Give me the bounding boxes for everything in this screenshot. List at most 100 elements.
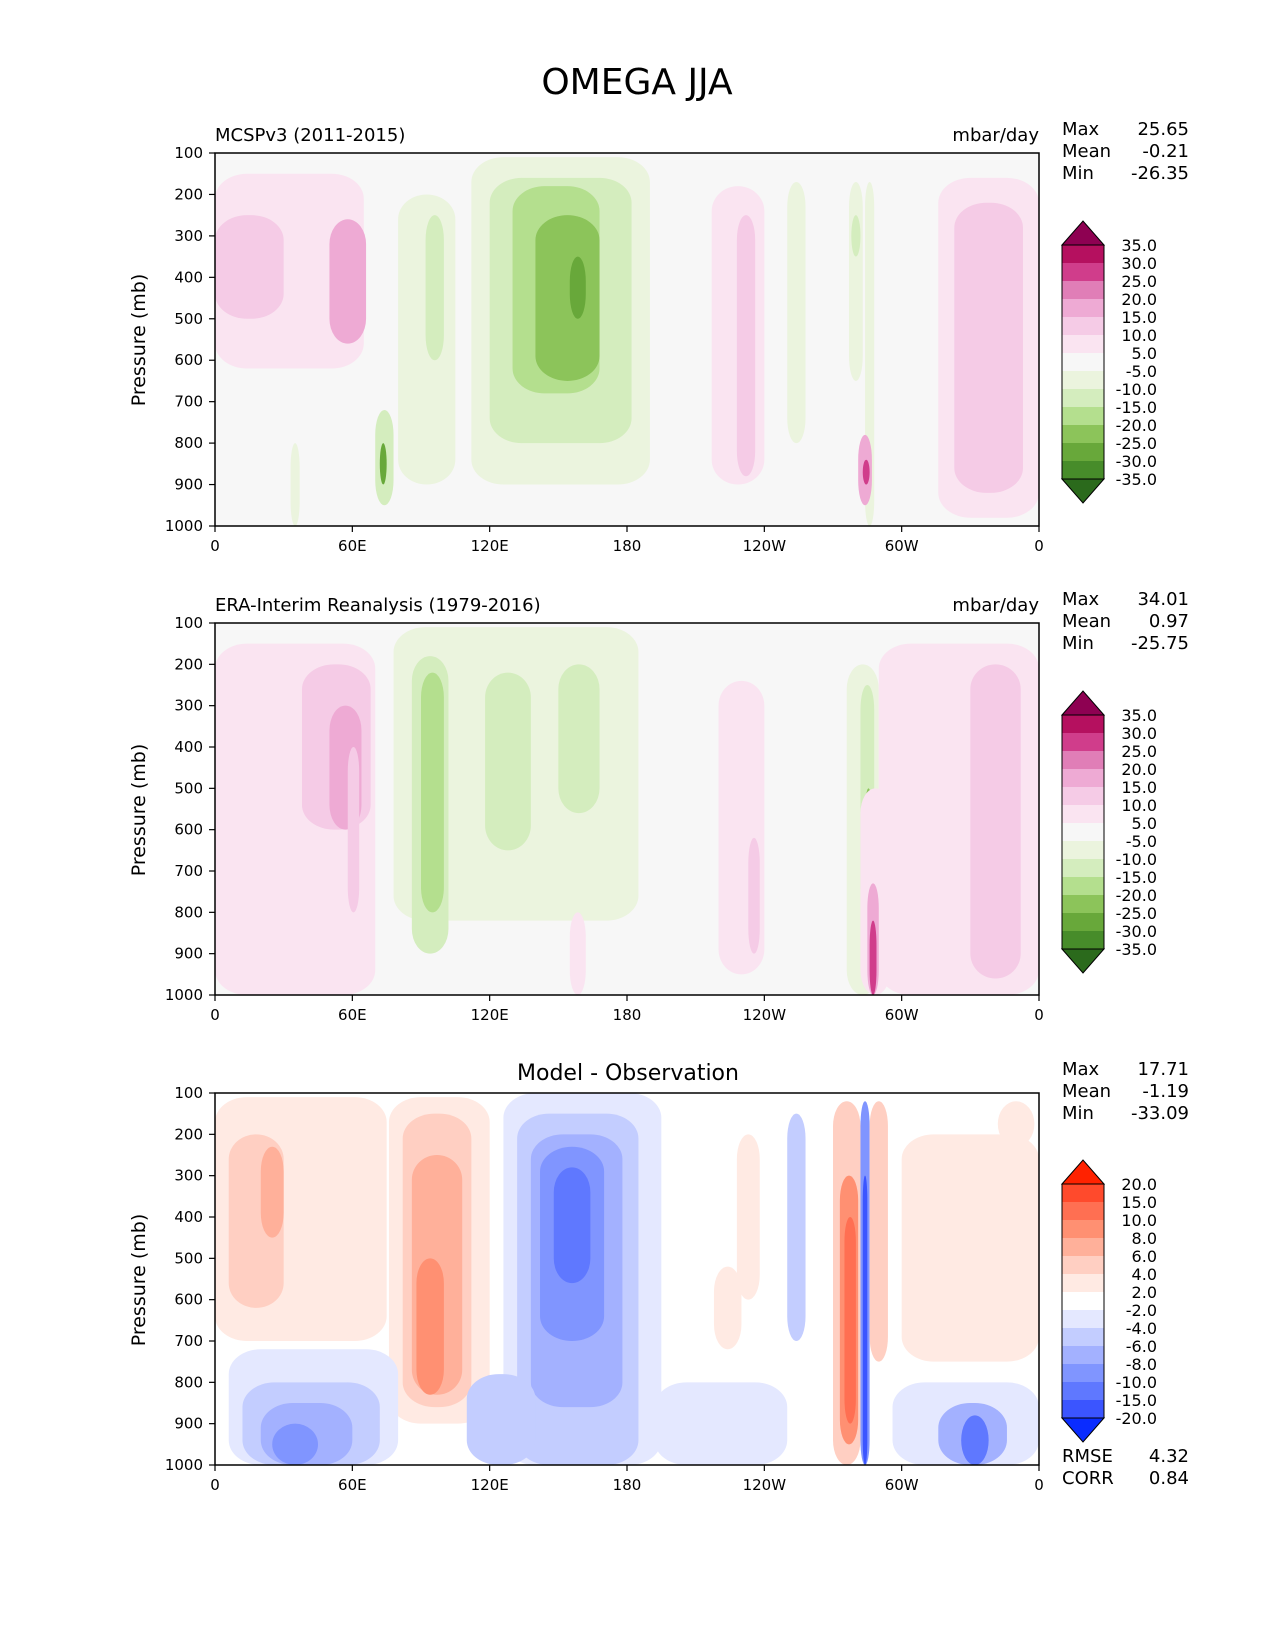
colorbar-label: -35.0: [1116, 470, 1157, 489]
y-tick-label: 900: [174, 945, 203, 963]
colorbar-swatch: [1062, 1256, 1104, 1274]
stat-max-label: Max: [1062, 1059, 1100, 1080]
colorbar-swatch: [1062, 407, 1104, 425]
y-tick-label: 600: [174, 1291, 203, 1309]
contour-region: [379, 443, 387, 485]
contour-region: [569, 256, 586, 319]
colorbar-label: 30.0: [1121, 724, 1157, 743]
y-tick-label: 500: [174, 779, 203, 797]
y-tick-label: 400: [174, 1208, 203, 1226]
x-tick-label: 180: [613, 1006, 642, 1024]
contour-region: [849, 182, 863, 381]
stat-min-value: -25.75: [1131, 633, 1189, 654]
axes: 0 60E 120E 180 120W 60W 0 100 200 300 400 500 600 700…: [165, 1084, 1044, 1494]
colorbar-label: -20.0: [1116, 886, 1157, 905]
colorbar-label: -15.0: [1116, 1391, 1157, 1410]
stat-min-label: Min: [1062, 1103, 1094, 1124]
y-tick-label: 300: [174, 227, 203, 245]
colorbar-label: 6.0: [1132, 1247, 1157, 1266]
y-tick-label: 800: [174, 1373, 203, 1391]
panel-difference: Model - Observation Pressure (mb) 0 60E 12…: [128, 1059, 1189, 1494]
x-tick-label: 60W: [885, 1006, 919, 1024]
colorbar-swatch: [1062, 715, 1104, 733]
contour-region: [970, 664, 1021, 979]
colorbar-extend-max: [1060, 220, 1106, 246]
contour-region: [713, 1266, 742, 1350]
x-tick-label: 60W: [885, 1476, 919, 1494]
colorbar-label: 20.0: [1121, 1175, 1157, 1194]
colorbar-swatch: [1062, 787, 1104, 805]
stat-min-label: Min: [1062, 633, 1094, 654]
stat-corr-label: CORR: [1062, 1468, 1114, 1489]
contour-region: [862, 459, 870, 485]
y-tick-label: 700: [174, 1332, 203, 1350]
y-axis-label: Pressure (mb): [128, 744, 150, 877]
colorbar-label: -20.0: [1116, 416, 1157, 435]
colorbar-swatch: [1062, 461, 1104, 479]
y-tick-label: 700: [174, 862, 203, 880]
colorbar-swatch: [1062, 1238, 1104, 1256]
colorbar-label: 15.0: [1121, 778, 1157, 797]
colorbar-label: -25.0: [1116, 434, 1157, 453]
colorbar-label: -30.0: [1116, 452, 1157, 471]
colorbar-label: -35.0: [1116, 940, 1157, 959]
colorbar-swatch: [1062, 245, 1104, 263]
colorbar-swatch: [1062, 425, 1104, 443]
y-tick-label: 300: [174, 1167, 203, 1185]
x-tick-label: 0: [210, 1006, 220, 1024]
colorbar-swatch: [1062, 823, 1104, 841]
colorbar-swatch: [1062, 1202, 1104, 1220]
colorbar-swatch: [1062, 769, 1104, 787]
contour-region: [869, 1101, 888, 1362]
x-tick-label: 120E: [471, 537, 509, 555]
colorbar-swatch: [1062, 877, 1104, 895]
colorbar-label: 5.0: [1132, 814, 1157, 833]
panel-units: mbar/day: [952, 125, 1039, 146]
stat-mean-label: Mean: [1062, 1081, 1111, 1102]
colorbar: 35.030.025.020.015.010.05.0-5.0-10.0-15.…: [1060, 690, 1157, 974]
colorbar-frame: [1061, 714, 1105, 950]
colorbar-swatch: [1062, 317, 1104, 335]
colorbar-swatch: [1062, 913, 1104, 931]
colorbar-label: 4.0: [1132, 1265, 1157, 1284]
contour-region: [851, 215, 861, 257]
colorbar-swatch: [1062, 1346, 1104, 1364]
contour-region: [901, 1134, 1039, 1362]
stats-box: Max 25.65 Mean -0.21 Min -26.35: [1062, 119, 1189, 184]
colorbar-swatch: [1062, 299, 1104, 317]
stat-corr-value: 0.84: [1149, 1468, 1189, 1489]
panel-model: MCSPv3 (2011-2015) mbar/day Pressure (mb…: [128, 119, 1189, 555]
contour-region: [329, 219, 367, 344]
colorbar-swatch: [1062, 1328, 1104, 1346]
colorbar-label: 35.0: [1121, 706, 1157, 725]
colorbar-extend-max: [1060, 1159, 1106, 1185]
stats-box: Max 17.71 Mean -1.19 Min -33.09 RMSE 4.3…: [1062, 1059, 1189, 1489]
y-tick-label: 900: [174, 476, 203, 494]
contour-region: [535, 215, 600, 381]
x-tick-label: 60E: [338, 537, 367, 555]
colorbar: 20.015.010.08.06.04.02.0-2.0-4.0-6.0-8.0…: [1060, 1159, 1157, 1443]
y-tick-label: 600: [174, 351, 203, 369]
plot-area: [215, 153, 1039, 526]
contour-region: [654, 1382, 788, 1465]
contour-region: [558, 664, 600, 814]
colorbar-label: 10.0: [1121, 1211, 1157, 1230]
colorbar-swatch: [1062, 931, 1104, 949]
contour-region: [425, 215, 444, 361]
colorbar-label: 8.0: [1132, 1229, 1157, 1248]
colorbar-swatch: [1062, 1400, 1104, 1418]
colorbar-swatch: [1062, 733, 1104, 751]
panel-units: mbar/day: [952, 595, 1039, 616]
figure-title: OMEGA JJA: [541, 62, 733, 103]
colorbar-label: 15.0: [1121, 1193, 1157, 1212]
plot-area: [215, 1093, 1039, 1465]
contour-region: [954, 202, 1023, 493]
colorbar-label: 10.0: [1121, 326, 1157, 345]
x-tick-label: 0: [1034, 537, 1044, 555]
contour-region: [553, 1167, 591, 1284]
colorbar-extend-min: [1060, 478, 1106, 504]
colorbar-extend-max: [1060, 690, 1106, 716]
stats-box: Max 34.01 Mean 0.97 Min -25.75: [1062, 589, 1189, 654]
stat-mean-label: Mean: [1062, 141, 1111, 162]
contour-region: [736, 215, 756, 477]
